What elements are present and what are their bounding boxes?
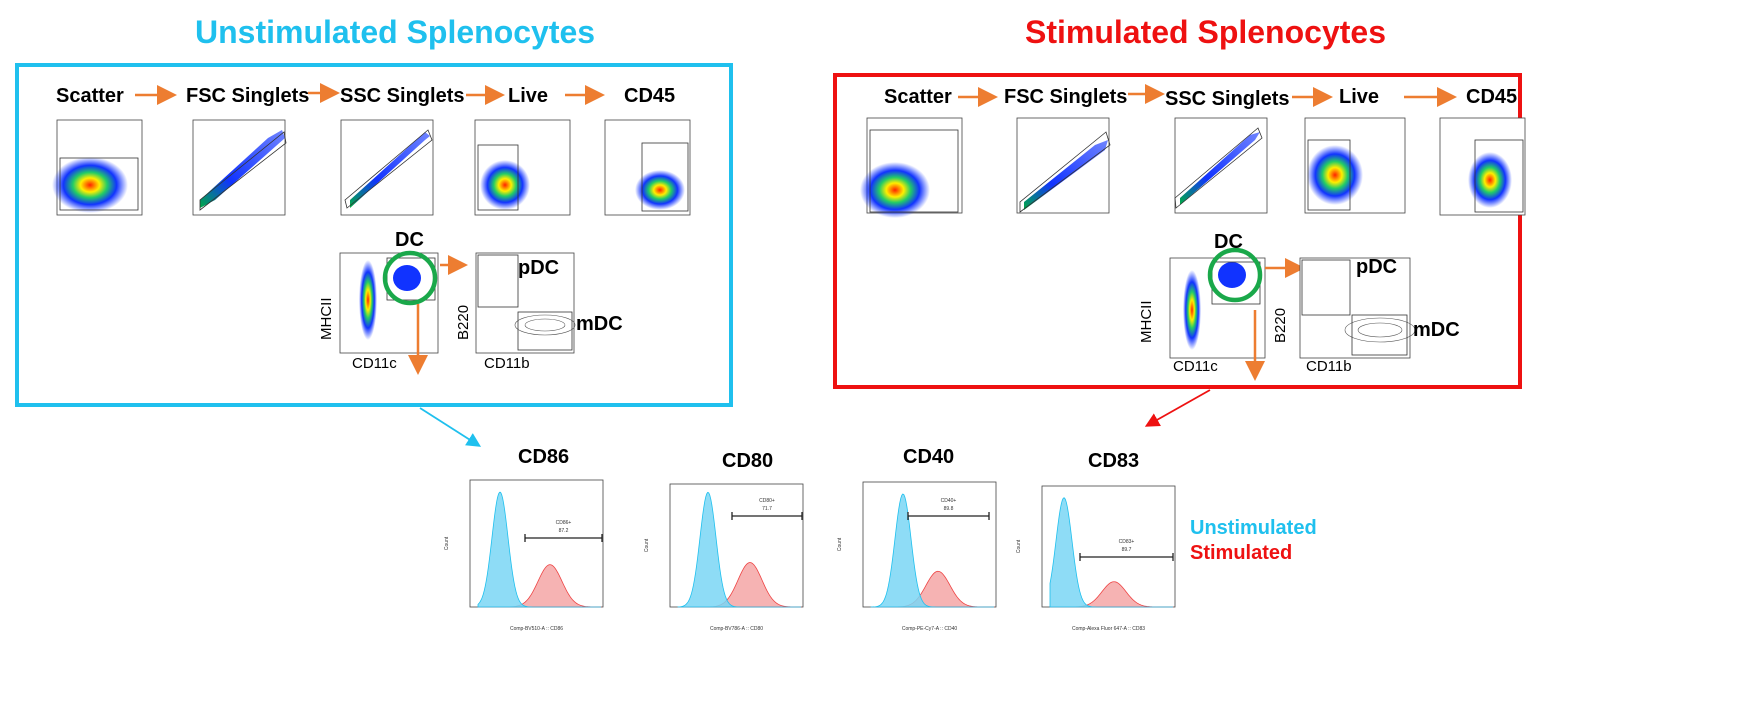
stim-plot-ssc: [1174, 117, 1268, 214]
hist-unstim-series: [477, 491, 601, 608]
stim-plot-fsc: [1016, 117, 1111, 214]
unstim-dc-plot: [339, 250, 468, 375]
unstim-connector: [419, 407, 482, 447]
hist-gate-name: CD83+: [1119, 539, 1135, 545]
unstim-cd11c-label: CD11c: [352, 355, 397, 372]
hist-title-cd83: CD83: [1088, 450, 1140, 472]
hist-gate-pct: 89.7: [1122, 547, 1132, 553]
unstim-mhcii-label: MHCII: [318, 297, 335, 341]
stim-pdc-plot: [1299, 257, 1416, 359]
stim-connector: [1144, 389, 1211, 427]
unstim-flow-arrows: [135, 83, 605, 105]
hist-gate-pct: 71.7: [762, 506, 772, 512]
legend-unstim: Unstimulated: [1190, 517, 1317, 539]
legend-stim: Stimulated: [1190, 542, 1293, 564]
unstim-pdc-plot: [475, 252, 576, 354]
stim-cd11b-label: CD11b: [1306, 358, 1352, 375]
unstim-plot-live: [474, 119, 571, 216]
hist-x-label: Comp-PE-Cy7-A :: CD40: [902, 626, 958, 632]
hist-title-cd40: CD40: [903, 446, 955, 468]
unstim-step-scatter: Scatter: [56, 85, 124, 107]
hist-x-label: Comp-Alexa Fluor 647-A :: CD83: [1072, 626, 1145, 632]
hist-gate-name: CD80+: [759, 498, 775, 504]
unstim-plot-ssc: [340, 119, 434, 216]
hist-gate-name: CD86+: [556, 520, 572, 526]
unstim-plot-cd45: [604, 119, 691, 216]
hist-title-cd86: CD86: [518, 446, 570, 468]
stim-plot-scatter: [860, 117, 963, 218]
stim-dc-label: DC: [1214, 231, 1243, 253]
unstim-plot-scatter: [52, 119, 143, 216]
unstim-pdc-label: pDC: [518, 257, 560, 279]
stim-step-fsc: FSC Singlets: [1004, 86, 1128, 108]
stim-mhcii-label: MHCII: [1138, 300, 1155, 344]
unstim-cd11b-label: CD11b: [484, 355, 530, 372]
hist-x-label: Comp-BV510-A :: CD86: [510, 626, 563, 632]
hist-unstim-series: [870, 493, 994, 608]
hist-y-label: Count: [644, 538, 650, 552]
hist-gate-pct: 89.8: [944, 506, 954, 512]
hist-gate-pct: 87.2: [559, 528, 569, 534]
stim-panel: [833, 73, 1522, 389]
stim-dc-plot: [1169, 247, 1305, 381]
stim-mdc-label: mDC: [1413, 319, 1460, 341]
unstim-step-fsc: FSC Singlets: [186, 85, 310, 107]
unstim-mdc-label: mDC: [576, 313, 623, 335]
stim-title: Stimulated Splenocytes: [1025, 14, 1386, 50]
unstim-step-live: Live: [508, 85, 549, 107]
unstim-plot-fsc: [192, 119, 287, 216]
stim-b220-label: B220: [1272, 307, 1289, 343]
stim-step-live: Live: [1339, 86, 1380, 108]
hist-unstim-series: [1049, 497, 1173, 608]
unstim-b220-label: B220: [455, 304, 472, 340]
unstim-step-cd45: CD45: [624, 85, 676, 107]
hist-y-label: Count: [837, 537, 843, 551]
unstim-step-ssc: SSC Singlets: [340, 85, 465, 107]
stim-plot-cd45: [1439, 117, 1526, 216]
hist-x-label: Comp-BV786-A :: CD80: [710, 626, 763, 632]
stim-flow-arrows: [958, 84, 1457, 107]
hist-y-label: Count: [444, 536, 450, 550]
hist-unstim-series: [677, 491, 801, 608]
stim-plot-live: [1304, 117, 1406, 214]
hist-y-label: Count: [1016, 539, 1022, 553]
stim-cd11c-label: CD11c: [1173, 358, 1218, 375]
unstim-panel: [15, 63, 733, 407]
stim-pdc-label: pDC: [1356, 256, 1398, 278]
stim-step-scatter: Scatter: [884, 86, 952, 108]
stim-step-cd45: CD45: [1466, 86, 1518, 108]
hist-gate-name: CD40+: [941, 498, 957, 504]
stim-step-ssc: SSC Singlets: [1165, 88, 1290, 110]
unstim-dc-label: DC: [395, 229, 424, 251]
hist-title-cd80: CD80: [722, 450, 774, 472]
unstim-title: Unstimulated Splenocytes: [195, 14, 596, 50]
